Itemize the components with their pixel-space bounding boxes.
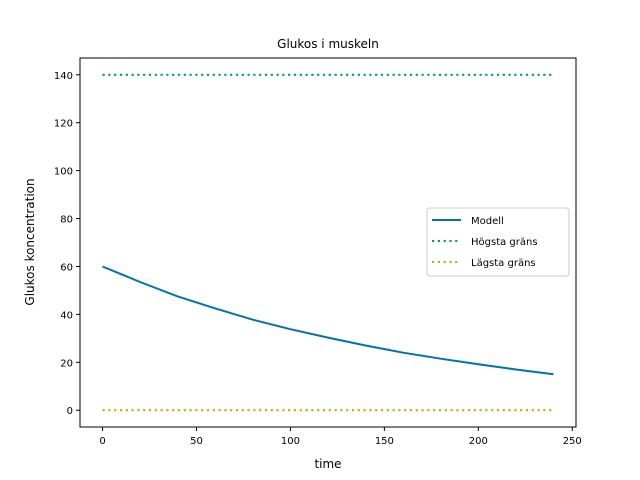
x-tick-label: 150 xyxy=(375,436,394,447)
y-axis: 0 20 40 60 80 100 120 140 xyxy=(54,71,80,417)
x-tick-label: 0 xyxy=(99,436,105,447)
y-tick-label: 100 xyxy=(54,167,73,178)
plot-area xyxy=(102,73,554,412)
legend-label-0: Modell xyxy=(471,216,504,227)
x-axis: 0 50 100 150 200 250 xyxy=(99,427,582,447)
y-axis-label: Glukos koncentration xyxy=(23,178,37,305)
y-tick-label: 120 xyxy=(54,119,73,130)
y-tick-label: 80 xyxy=(60,215,73,226)
y-tick-label: 40 xyxy=(60,310,73,321)
legend-label-1: Högsta gräns xyxy=(471,237,538,248)
legend-label-2: Lägsta gräns xyxy=(471,258,536,269)
y-tick-label: 0 xyxy=(67,406,73,417)
x-tick-label: 200 xyxy=(469,436,488,447)
y-tick-label: 20 xyxy=(60,358,73,369)
x-axis-label: time xyxy=(314,457,341,471)
legend: Modell Högsta gräns Lägsta gräns xyxy=(426,207,570,277)
x-tick-label: 50 xyxy=(190,436,203,447)
series-line-0 xyxy=(102,265,554,376)
plot-frame xyxy=(79,57,577,428)
y-tick-label: 60 xyxy=(60,262,73,273)
legend-box xyxy=(426,207,570,277)
y-tick-label: 140 xyxy=(54,71,73,82)
x-tick-label: 100 xyxy=(281,436,300,447)
chart-title: Glukos i muskeln xyxy=(277,37,379,51)
x-tick-label: 250 xyxy=(563,436,582,447)
